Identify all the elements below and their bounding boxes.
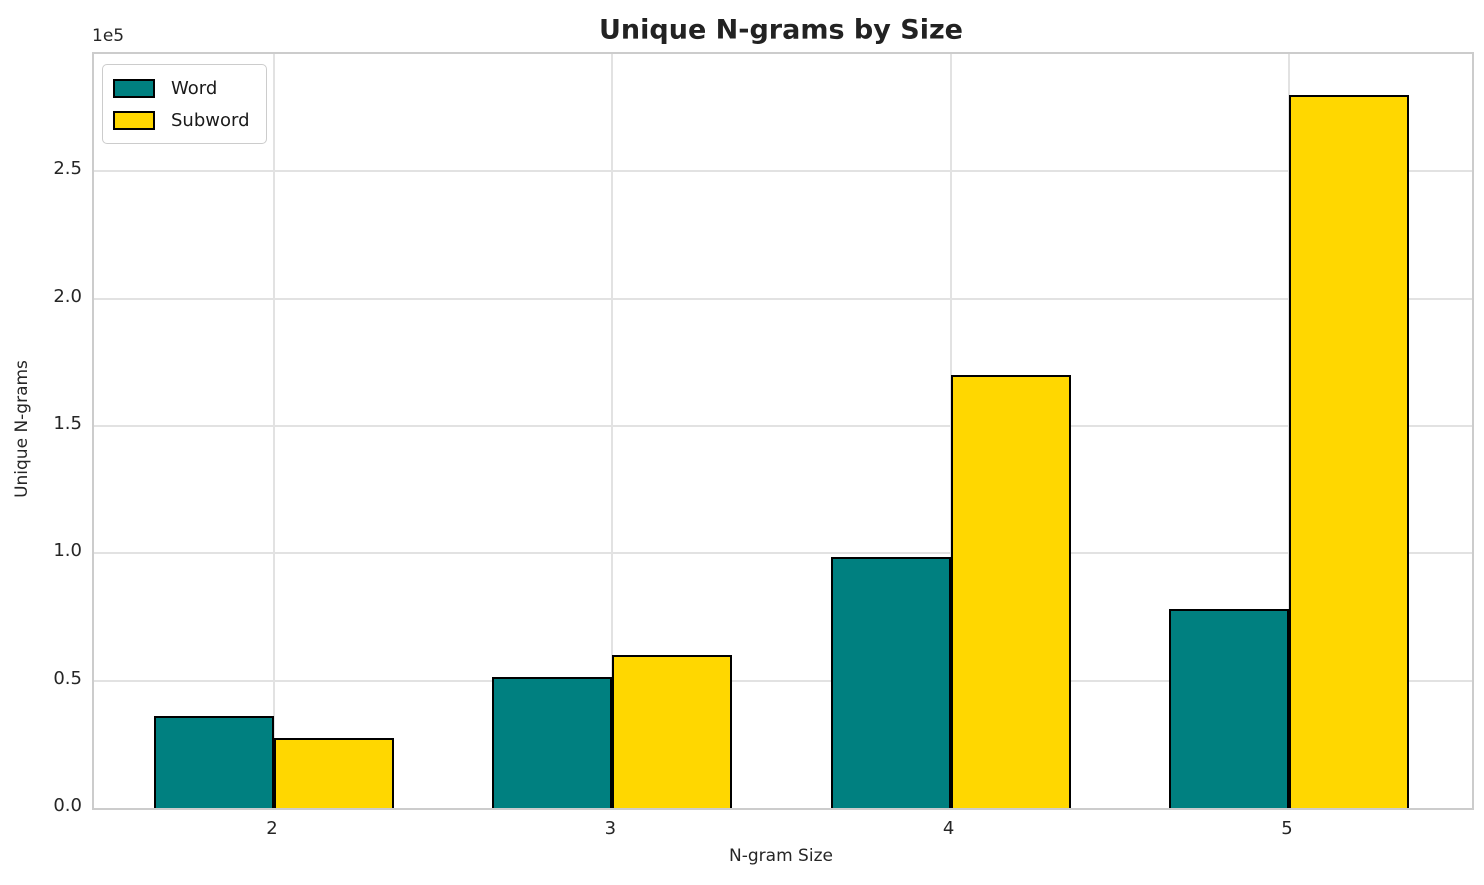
legend-label: Subword: [171, 109, 250, 131]
bar-word-n5: [1168, 609, 1289, 808]
chart-title: Unique N-grams by Size: [599, 14, 963, 46]
gridline-horizontal: [94, 170, 1472, 173]
legend-label: Word: [171, 77, 218, 99]
legend-item-word: Word: [113, 72, 250, 104]
legend: Word Subword: [102, 64, 267, 144]
gridline-horizontal: [94, 424, 1472, 427]
x-tick-label: 4: [942, 818, 955, 839]
x-tick-label: 2: [266, 818, 278, 839]
bar-subword-n5: [1288, 95, 1409, 808]
bar-word-n2: [154, 716, 274, 808]
plot-area: Word Subword: [92, 52, 1474, 810]
gridline-horizontal: [94, 679, 1472, 682]
bar-subword-n2: [274, 738, 394, 808]
gridline-vertical: [273, 54, 275, 808]
y-tick-label: 1.0: [53, 540, 82, 562]
bar-subword-n4: [950, 375, 1071, 808]
x-tick-label: 3: [604, 818, 617, 839]
y-tick-label: 1.5: [53, 412, 82, 434]
y-tick-label: 2.5: [53, 158, 82, 180]
y-tick-label: 0.0: [53, 795, 82, 816]
gridline-vertical: [611, 54, 614, 808]
y-tick-label: 2.0: [53, 285, 82, 307]
legend-swatch-subword: [113, 110, 155, 130]
gridline-horizontal: [94, 552, 1472, 555]
legend-swatch-word: [113, 78, 155, 98]
x-tick-label: 5: [1281, 818, 1293, 839]
bar-word-n4: [830, 557, 951, 808]
bar-word-n3: [492, 677, 613, 808]
legend-item-subword: Subword: [113, 104, 250, 136]
gridline-horizontal: [94, 297, 1472, 300]
y-axis-offset-label: 1e5: [92, 26, 125, 46]
x-axis-label: N-gram Size: [729, 846, 833, 866]
bar-subword-n3: [612, 655, 733, 808]
y-tick-label: 0.5: [53, 667, 82, 689]
